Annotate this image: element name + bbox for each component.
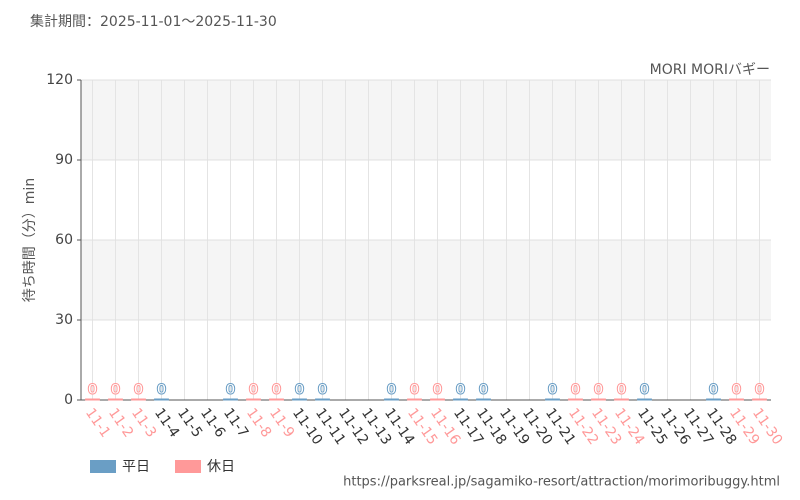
x-tick-label: 11-4 [151,405,182,440]
bar [131,398,146,401]
data-label: 0 [732,382,742,398]
plot-band [81,240,771,320]
data-label: 0 [571,382,581,398]
y-tick-label: 0 [64,392,73,408]
data-label: 0 [318,382,328,398]
data-label: 0 [479,382,489,398]
bar [706,398,721,401]
data-label: 0 [594,382,604,398]
chart-title: 集計期間：2025-11-01〜2025-11-30 [30,13,277,30]
x-tick-label: 11-1 [82,405,113,440]
bar [315,398,330,401]
bar [476,398,491,401]
y-tick-label: 120 [46,72,73,88]
bar [223,398,238,401]
y-axis-label: 待ち時間（分）min [22,178,38,302]
data-label: 0 [433,382,443,398]
x-tick-label: 11-9 [266,405,297,440]
data-label: 0 [226,382,236,398]
chart-subtitle: MORI MORIバギー [650,62,770,78]
data-label: 0 [456,382,466,398]
x-tick-label: 11-6 [197,405,228,440]
bar [637,398,652,401]
bar [752,398,767,401]
data-label: 0 [88,382,98,398]
source-url: https://parksreal.jp/sagamiko-resort/att… [343,475,780,490]
data-label: 0 [295,382,305,398]
bar [614,398,629,401]
data-label: 0 [134,382,144,398]
bar [269,398,284,401]
bar [453,398,468,401]
data-label: 0 [387,382,397,398]
y-tick-label: 60 [55,232,73,248]
bar [591,398,606,401]
y-tick-label: 30 [55,312,73,328]
data-label: 0 [157,382,167,398]
data-label: 0 [111,382,121,398]
data-label: 0 [272,382,282,398]
legend-label: 平日 [122,459,150,475]
data-label: 0 [755,382,765,398]
data-label: 0 [709,382,719,398]
legend-label: 休日 [207,459,235,475]
x-tick-label: 11-7 [220,405,251,440]
x-tick-label: 11-5 [174,405,205,440]
bar [292,398,307,401]
x-tick-label: 11-2 [105,405,136,440]
x-tick-label: 11-3 [128,405,159,440]
bar [85,398,100,401]
bar [407,398,422,401]
bar [154,398,169,401]
bar [430,398,445,401]
bar [545,398,560,401]
bar [384,398,399,401]
bar [568,398,583,401]
bar [729,398,744,401]
bar [246,398,261,401]
y-tick-label: 90 [55,152,73,168]
data-label: 0 [410,382,420,398]
x-tick-label: 11-8 [243,405,274,440]
legend-swatch [90,460,116,473]
plot-band [81,80,771,160]
legend-swatch [175,460,201,473]
data-label: 0 [640,382,650,398]
data-label: 0 [617,382,627,398]
data-label: 0 [249,382,259,398]
data-label: 0 [548,382,558,398]
bar [108,398,123,401]
